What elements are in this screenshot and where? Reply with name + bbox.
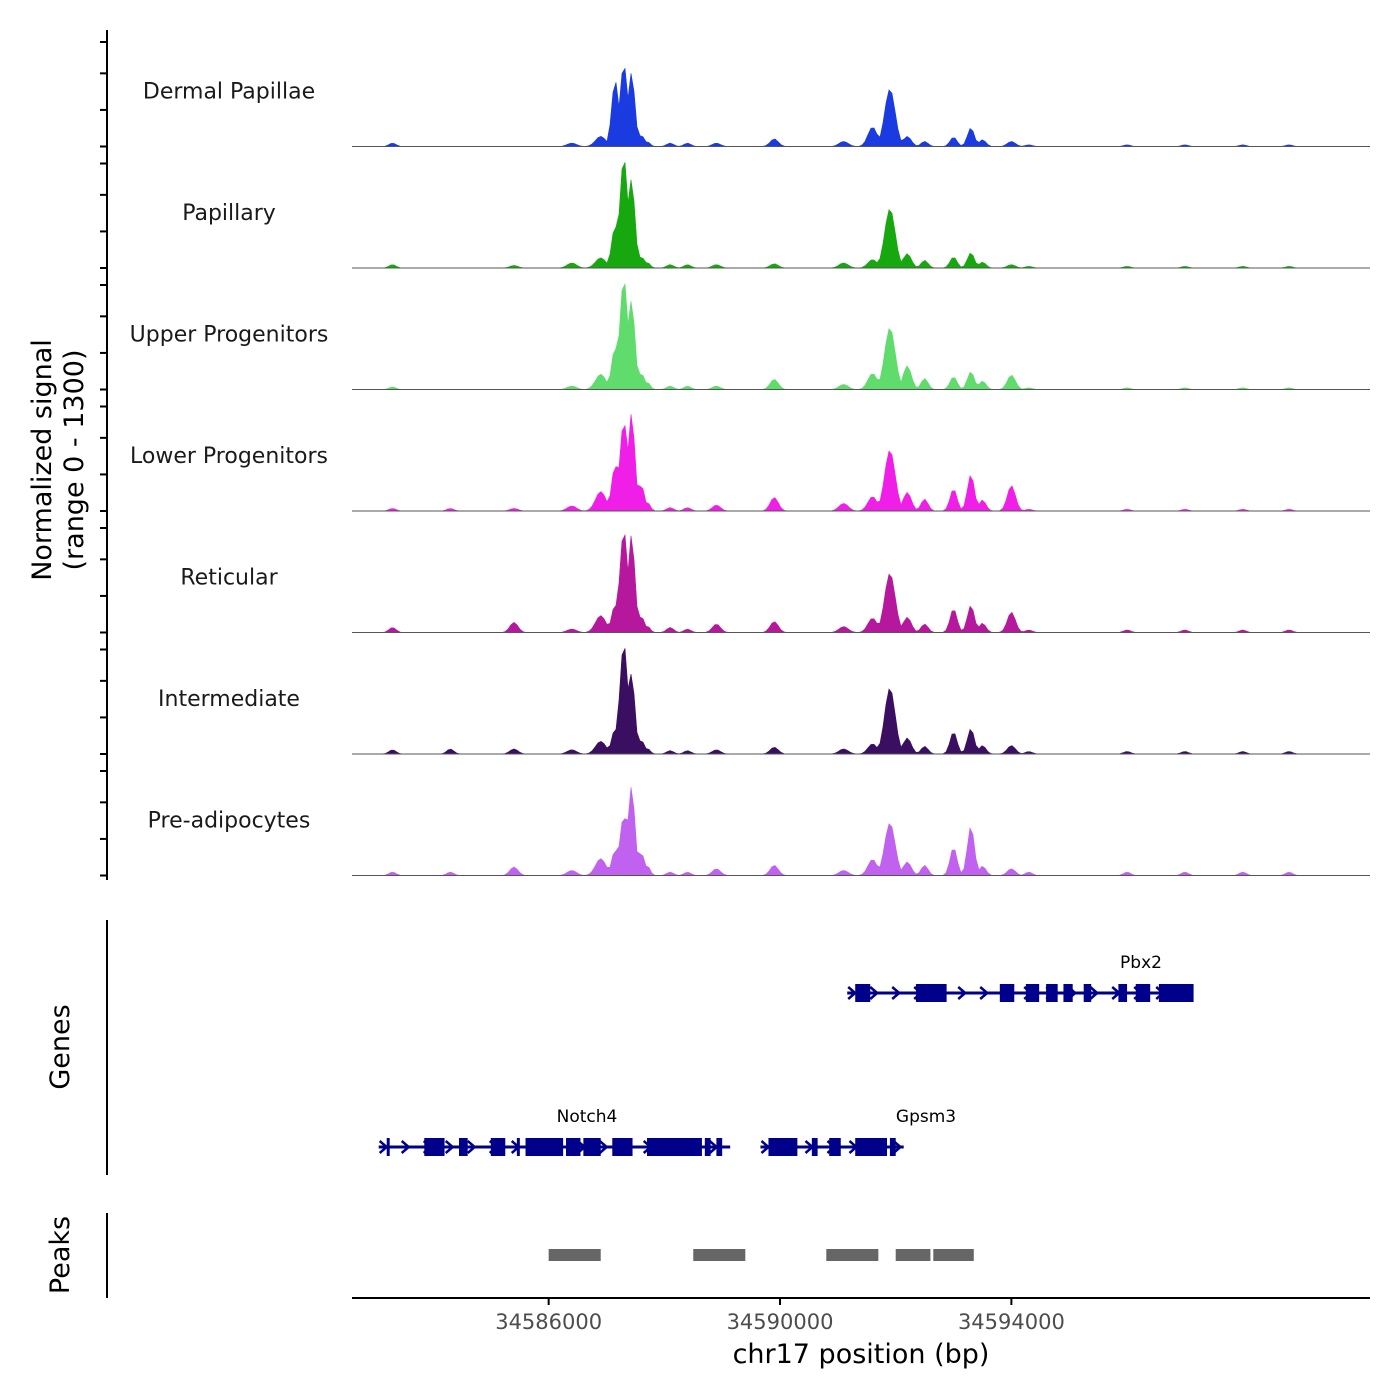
exon	[1063, 984, 1073, 1002]
exon	[612, 1138, 633, 1156]
gene-label: Gpsm3	[896, 1107, 956, 1127]
peak-bar	[933, 1249, 974, 1261]
signal-area	[352, 414, 1370, 512]
gene-pbx2: Pbx2	[847, 953, 1194, 1002]
track-label: Reticular	[180, 566, 278, 591]
genes-title: Genes	[45, 1004, 76, 1089]
signal-area	[352, 283, 1370, 390]
signal-area	[352, 648, 1370, 755]
signal-y-ticks	[100, 41, 107, 877]
strand-chevron	[957, 986, 968, 1000]
strand-chevron	[869, 986, 880, 1000]
signal-area	[352, 533, 1370, 633]
track-label: Lower Progenitors	[130, 444, 328, 469]
x-tick-label: 34594000	[958, 1310, 1065, 1334]
signal-area	[352, 787, 1370, 876]
track-intermediate: Intermediate	[158, 648, 1370, 755]
signal-area	[352, 162, 1370, 269]
gene-notch4: Notch4	[378, 1107, 731, 1156]
strand-chevron	[400, 1140, 411, 1154]
exon	[386, 1138, 390, 1156]
exon	[811, 1138, 818, 1156]
gene-label: Notch4	[557, 1107, 618, 1127]
exon	[1118, 984, 1128, 1002]
exon	[525, 1138, 564, 1156]
peaks-title: Peaks	[45, 1216, 76, 1294]
exon	[889, 1138, 896, 1156]
exon	[490, 1138, 506, 1156]
strand-chevron	[891, 986, 902, 1000]
strand-chevron	[1089, 986, 1100, 1000]
track-papillary: Papillary	[182, 162, 1370, 269]
exon	[459, 1138, 468, 1156]
signal-tracks: Dermal Papillae Papillary Upper Progenitor…	[130, 67, 1370, 876]
track-dermal-papillae: Dermal Papillae	[143, 67, 1370, 147]
gene-label: Pbx2	[1120, 953, 1162, 973]
peak-bar	[693, 1249, 746, 1261]
peak-bar	[895, 1249, 931, 1261]
exon	[1135, 984, 1151, 1002]
track-label: Papillary	[182, 201, 276, 226]
strand-chevron	[892, 1140, 903, 1154]
exon	[716, 1138, 723, 1156]
x-axis-title: chr17 position (bp)	[733, 1339, 990, 1370]
exon	[704, 1138, 711, 1156]
exon	[1025, 984, 1040, 1002]
strand-chevron	[466, 1140, 477, 1154]
track-label: Intermediate	[158, 687, 300, 712]
track-reticular: Reticular	[180, 533, 1370, 633]
exon	[566, 1138, 581, 1156]
exon	[855, 984, 871, 1002]
exon	[424, 1138, 445, 1156]
peak-bar	[826, 1249, 879, 1261]
exon	[829, 1138, 841, 1156]
gene-annotations: Pbx2 Notch4 Gpsm3	[378, 953, 1194, 1156]
gene-gpsm3: Gpsm3	[760, 1107, 956, 1156]
x-tick-label: 34586000	[495, 1310, 602, 1334]
peak-regions	[548, 1249, 974, 1261]
exon	[1046, 984, 1058, 1002]
x-axis-ticks: 34586000 34590000 34594000	[495, 1298, 1065, 1334]
strand-chevron	[444, 1140, 455, 1154]
strand-chevron	[979, 986, 990, 1000]
track-lower-progenitors: Lower Progenitors	[130, 414, 1370, 512]
track-label: Upper Progenitors	[130, 323, 329, 348]
exon	[855, 1138, 888, 1156]
y-axis-title-line2: (range 0 - 1300)	[59, 350, 90, 571]
peak-bar	[548, 1249, 601, 1261]
exon	[646, 1138, 702, 1156]
exon	[1083, 984, 1092, 1002]
exon	[915, 984, 947, 1002]
exon	[516, 1138, 520, 1156]
exon	[999, 984, 1015, 1002]
track-label: Pre-adipocytes	[148, 809, 311, 834]
exon	[583, 1138, 601, 1156]
x-tick-label: 34590000	[727, 1310, 834, 1334]
signal-area	[352, 67, 1370, 147]
track-label: Dermal Papillae	[143, 80, 315, 105]
track-upper-progenitors: Upper Progenitors	[130, 283, 1370, 390]
track-pre-adipocytes: Pre-adipocytes	[148, 787, 1370, 876]
y-axis-title-line1: Normalized signal	[27, 339, 58, 581]
exon	[1158, 984, 1194, 1002]
strand-chevron	[598, 1140, 609, 1154]
exon	[768, 1138, 798, 1156]
